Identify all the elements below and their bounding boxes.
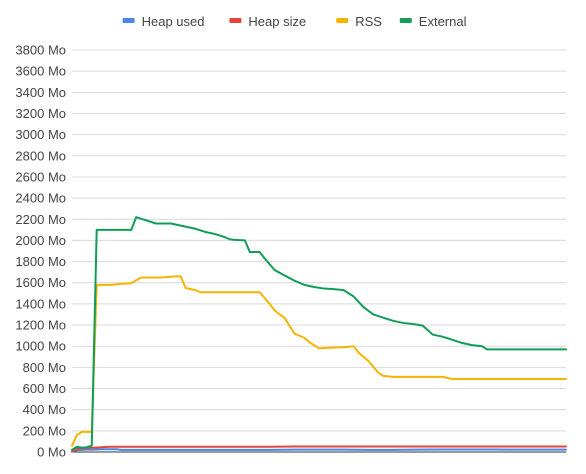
y-tick-label: 600 Mo (23, 381, 66, 396)
y-tick-label: 1800 Mo (15, 254, 66, 269)
series-line-heap-used (71, 448, 567, 453)
y-tick-label: 1400 Mo (15, 296, 66, 311)
y-tick-label: 3000 Mo (15, 127, 66, 142)
y-tick-label: 2400 Mo (15, 191, 66, 206)
legend-swatch (399, 18, 412, 23)
legend-swatch (336, 18, 349, 23)
y-tick-label: 1600 Mo (15, 275, 66, 290)
legend-label: Heap size (248, 14, 306, 29)
y-axis: 0 Mo 200 Mo 400 Mo 600 Mo 800 Mo 1000 Mo 1200 … (15, 43, 66, 460)
y-tick-label: 800 Mo (23, 360, 66, 375)
legend-item: Heap used (122, 14, 205, 29)
y-tick-label: 2000 Mo (15, 233, 66, 248)
y-tick-label: 1000 Mo (15, 339, 66, 354)
legend-item: Heap size (229, 14, 306, 29)
legend-item: External (399, 14, 467, 29)
legend-label: Heap used (142, 14, 205, 29)
y-tick-label: 2600 Mo (15, 169, 66, 184)
series-line-external (71, 216, 567, 451)
legend-label: External (419, 14, 467, 29)
legend-item: RSS (336, 14, 382, 29)
y-tick-label: 2200 Mo (15, 212, 66, 227)
legend-swatch (229, 18, 242, 23)
y-tick-label: 200 Mo (23, 423, 66, 438)
series-line-heap-size (71, 445, 567, 453)
y-tick-label: 3200 Mo (15, 106, 66, 121)
y-tick-label: 1200 Mo (15, 318, 66, 333)
y-tick-label: 3400 Mo (15, 85, 66, 100)
y-tick-label: 0 Mo (37, 445, 66, 460)
y-tick-label: 3600 Mo (15, 64, 66, 79)
legend: Heap used Heap size RSS External (122, 14, 467, 29)
legend-swatch (122, 18, 135, 23)
series-line-rss (71, 275, 567, 447)
grid (72, 49, 566, 453)
y-tick-label: 2800 Mo (15, 148, 66, 163)
series-layer (71, 216, 567, 453)
y-tick-label: 3800 Mo (15, 43, 66, 58)
y-tick-label: 400 Mo (23, 402, 66, 417)
legend-label: RSS (355, 14, 382, 29)
